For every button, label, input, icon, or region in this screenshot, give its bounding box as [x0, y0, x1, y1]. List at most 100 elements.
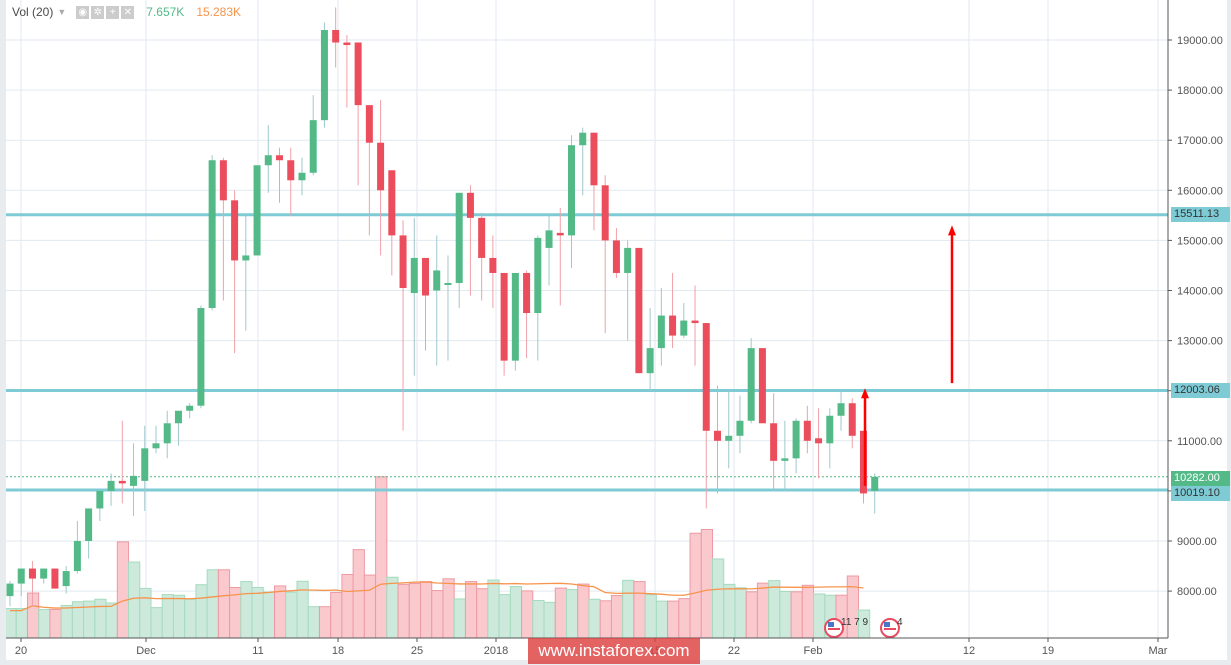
candle[interactable] — [500, 272, 508, 376]
volume-bar — [307, 606, 320, 639]
candle[interactable] — [758, 348, 766, 424]
candle[interactable] — [657, 287, 665, 366]
candle[interactable] — [62, 566, 70, 594]
candle[interactable] — [815, 408, 823, 479]
volume-bar — [588, 598, 601, 639]
candle[interactable] — [309, 95, 317, 176]
visibility-eye-icon[interactable]: ◉ — [76, 5, 90, 19]
us-event-flag-icon[interactable]: 4 — [880, 617, 903, 638]
candle[interactable] — [781, 420, 789, 491]
candle[interactable] — [253, 165, 261, 256]
candle[interactable] — [534, 235, 542, 361]
candle[interactable] — [388, 170, 396, 276]
candle[interactable] — [646, 308, 654, 391]
candle[interactable] — [590, 132, 598, 231]
candle[interactable] — [422, 257, 430, 351]
candle[interactable] — [343, 34, 351, 108]
candle[interactable] — [130, 443, 138, 516]
candle[interactable] — [466, 185, 474, 296]
candle[interactable] — [141, 425, 149, 511]
candle[interactable] — [523, 270, 531, 359]
price-tick-label: 17000.00 — [1177, 135, 1223, 147]
candle[interactable] — [6, 581, 14, 607]
candle[interactable] — [433, 235, 441, 366]
candle[interactable] — [826, 408, 834, 469]
candle[interactable] — [242, 215, 250, 331]
candle[interactable] — [287, 147, 295, 216]
indicator-title[interactable]: Vol (20) — [12, 5, 54, 19]
candle[interactable] — [410, 217, 418, 376]
candle[interactable] — [837, 390, 845, 431]
candle[interactable] — [197, 305, 205, 409]
remove-close-icon[interactable]: ✕ — [121, 5, 135, 19]
red-arrow-up-icon[interactable] — [948, 225, 956, 384]
candle[interactable] — [624, 240, 632, 341]
candle[interactable] — [365, 105, 373, 236]
candle[interactable] — [231, 190, 239, 354]
volume-bar — [633, 581, 646, 639]
candle[interactable] — [635, 247, 643, 374]
candle[interactable] — [163, 410, 171, 459]
candle[interactable] — [118, 420, 126, 504]
volume-bar — [667, 600, 680, 639]
candle[interactable] — [680, 303, 688, 339]
price-tick-label: 8000.00 — [1177, 586, 1217, 598]
candle[interactable] — [276, 147, 284, 203]
candle[interactable] — [489, 235, 497, 309]
candle[interactable] — [354, 42, 362, 186]
candle[interactable] — [264, 125, 272, 193]
candle[interactable] — [478, 212, 486, 301]
candle[interactable] — [298, 157, 306, 196]
add-plus-icon[interactable]: + — [106, 5, 120, 19]
candle[interactable] — [107, 473, 115, 506]
candle[interactable] — [859, 430, 867, 504]
candle[interactable] — [556, 207, 564, 306]
candle[interactable] — [770, 393, 778, 491]
candle[interactable] — [377, 100, 385, 256]
candle[interactable] — [186, 403, 194, 419]
candle[interactable] — [792, 418, 800, 474]
candle[interactable] — [601, 175, 609, 334]
volume-bar — [397, 583, 410, 639]
candle[interactable] — [579, 127, 587, 196]
candle[interactable] — [96, 490, 104, 521]
candle[interactable] — [51, 568, 59, 589]
candle[interactable] — [803, 405, 811, 454]
candle[interactable] — [747, 338, 755, 424]
candle[interactable] — [713, 385, 721, 494]
volume-value: 7.657K — [146, 5, 185, 19]
candle[interactable] — [511, 272, 519, 371]
candle[interactable] — [455, 192, 463, 309]
candle[interactable] — [612, 227, 620, 278]
candle[interactable] — [669, 272, 677, 349]
candle[interactable] — [444, 255, 452, 361]
candle[interactable] — [40, 568, 48, 584]
candle[interactable] — [208, 155, 216, 311]
candle[interactable] — [73, 520, 81, 574]
volume-bar — [521, 590, 534, 639]
candle[interactable] — [174, 410, 182, 446]
candle[interactable] — [545, 215, 553, 286]
candle[interactable] — [848, 398, 856, 449]
settings-gear-icon[interactable]: ✲ — [91, 5, 105, 19]
us-event-flag-icon[interactable]: 11 7 9 — [824, 617, 868, 638]
red-arrow-up-icon[interactable] — [861, 388, 869, 486]
candle[interactable] — [399, 220, 407, 431]
candle[interactable] — [152, 425, 160, 454]
candle[interactable] — [219, 157, 227, 301]
candle[interactable] — [725, 390, 733, 469]
candle[interactable] — [332, 7, 340, 68]
volume-bar — [240, 581, 253, 639]
volume-bar — [745, 591, 758, 639]
candle[interactable] — [85, 508, 93, 559]
candle[interactable] — [691, 285, 699, 366]
candle[interactable] — [736, 395, 744, 454]
candle[interactable] — [702, 323, 710, 509]
candle[interactable] — [568, 135, 575, 268]
candle[interactable] — [871, 473, 879, 514]
dropdown-caret-icon[interactable]: ▼ — [57, 7, 67, 17]
candle[interactable] — [28, 561, 36, 607]
candle[interactable] — [320, 22, 328, 128]
candle[interactable] — [17, 568, 25, 597]
